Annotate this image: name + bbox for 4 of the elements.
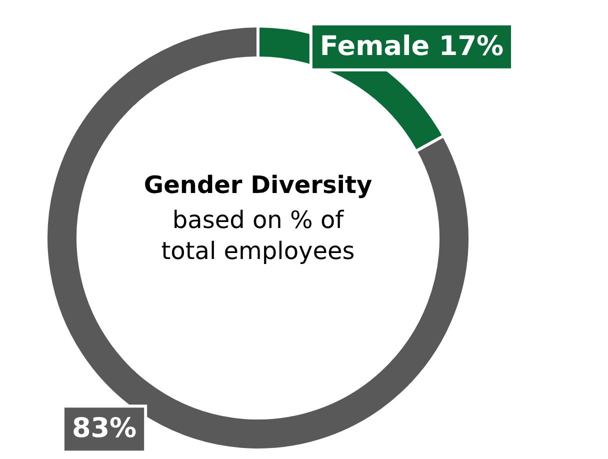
text: based on % of total employees [161, 206, 355, 265]
slice-label: Female 17% [320, 30, 504, 62]
text: Gender Diversity [144, 171, 372, 199]
data-label: 83% [72, 413, 137, 444]
